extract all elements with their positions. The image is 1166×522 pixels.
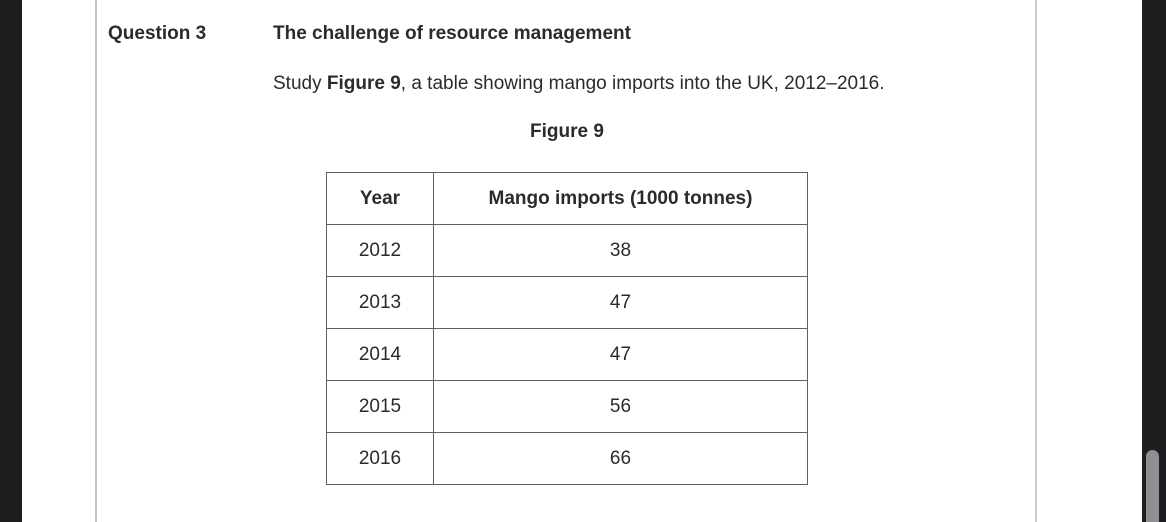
scrollbar-thumb[interactable]: [1146, 450, 1159, 522]
table-header-row: Year Mango imports (1000 tonnes): [326, 172, 808, 225]
table-row: 2015 56: [326, 380, 808, 433]
table-row: 2016 66: [326, 432, 808, 485]
table-row: 2012 38: [326, 224, 808, 277]
figure-9-table: Year Mango imports (1000 tonnes) 2012 38…: [326, 172, 808, 485]
question-number: Question 3: [108, 23, 207, 44]
table-row: 2013 47: [326, 276, 808, 329]
instruction-prefix: Study: [273, 73, 327, 94]
table-cell-year: 2014: [326, 328, 434, 381]
table-header-imports: Mango imports (1000 tonnes): [433, 172, 808, 225]
question-title: The challenge of resource management: [273, 23, 631, 44]
page-border-left: [95, 0, 97, 522]
table-cell-year: 2013: [326, 276, 434, 329]
table-cell-year: 2015: [326, 380, 434, 433]
table-cell-year: 2016: [326, 432, 434, 485]
table-cell-year: 2012: [326, 224, 434, 277]
table-row: 2014 47: [326, 328, 808, 381]
table-cell-imports: 47: [433, 328, 808, 381]
table-cell-imports: 47: [433, 276, 808, 329]
instruction-line: Study Figure 9, a table showing mango im…: [273, 73, 885, 94]
scrollbar-track[interactable]: [1142, 0, 1166, 522]
table-header-year: Year: [326, 172, 434, 225]
window-edge-left: [0, 0, 22, 522]
instruction-suffix: , a table showing mango imports into the…: [400, 73, 885, 94]
figure-caption: Figure 9: [530, 121, 604, 142]
table-cell-imports: 38: [433, 224, 808, 277]
figure-reference: Figure 9: [326, 73, 401, 94]
table-cell-imports: 66: [433, 432, 808, 485]
page-border-right: [1035, 0, 1037, 522]
table-cell-imports: 56: [433, 380, 808, 433]
